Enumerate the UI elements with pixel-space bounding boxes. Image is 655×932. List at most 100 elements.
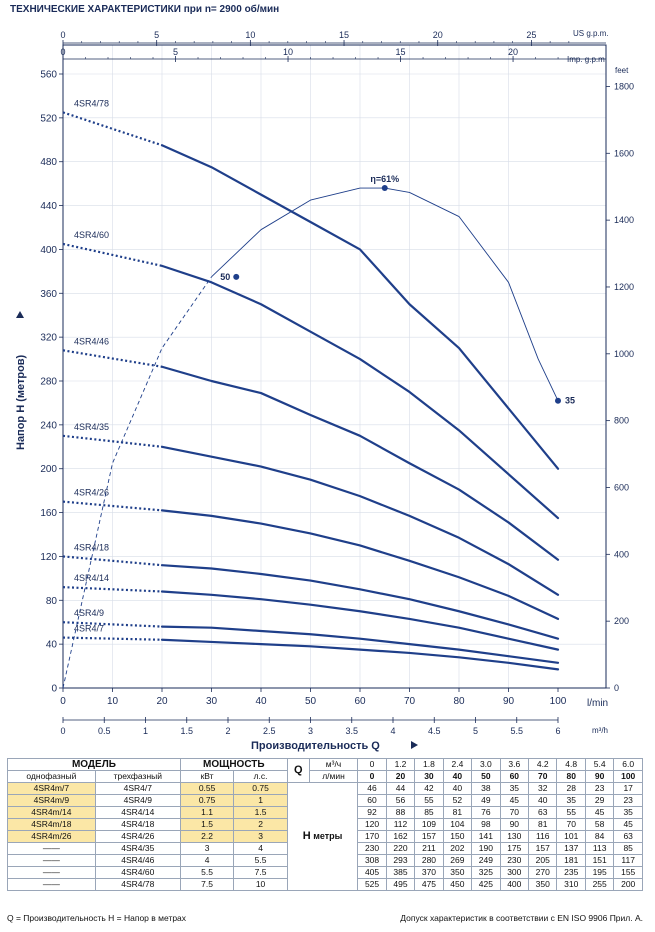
q-m3h-value: 2.4 [442, 758, 473, 771]
head-value: 235 [556, 866, 586, 879]
table-row: 4SR4m/14 4SR4/14 1.1 1.5 92 88 85 81 76 70 63 55 45 3… [7, 806, 643, 819]
q-lmin-value: 80 [556, 770, 586, 783]
head-value: 130 [499, 830, 530, 843]
axes [59, 40, 610, 723]
efficiency-marker-35 [555, 397, 561, 404]
y-tick-label: 480 [40, 157, 57, 168]
head-value: 29 [584, 794, 615, 807]
m3h-tick-label: 1 [143, 726, 148, 736]
head-value: 76 [471, 806, 501, 819]
feet-tick-label: 0 [614, 683, 619, 693]
efficiency-line-dashed [62, 276, 212, 689]
series-dotted-4SR4/78 [62, 111, 163, 147]
head-value: 52 [442, 794, 473, 807]
head-value: 60 [357, 794, 387, 807]
grid [63, 45, 606, 688]
tick-labels: 0408012016020024028032036040044048052056… [40, 30, 634, 736]
feet-tick-label: 1200 [614, 282, 634, 292]
feet-tick-label: 1800 [614, 81, 634, 91]
usgpm-tick-label: 5 [154, 30, 159, 40]
head-value: 202 [442, 842, 473, 855]
head-value: 46 [357, 782, 387, 795]
x-axis-title: Производительность Q [251, 740, 380, 752]
q-m3h-value: 3.0 [471, 758, 501, 771]
single-phase-model: —— [7, 866, 96, 879]
footer-legend: Q = Производительность H = Напор в метра… [7, 913, 187, 923]
table-row: 4SR4m/7 4SR4/7 0.55 0.75 H метры 46 44 42 40 38 35… [7, 782, 643, 891]
impgpm-tick-label: 0 [60, 47, 65, 57]
three-phase-header: трехфазный [94, 770, 181, 783]
three-phase-model: 4SR4/14 [94, 806, 181, 819]
power-kw: 1.1 [179, 806, 235, 819]
head-value: 170 [357, 830, 387, 843]
series-label-4SR4/9: 4SR4/9 [74, 608, 104, 618]
q-lmin-value: 100 [613, 770, 643, 783]
head-value: 45 [613, 818, 643, 831]
q-m3h-value: 4.8 [556, 758, 586, 771]
head-value: 35 [556, 794, 586, 807]
head-value: 85 [613, 842, 643, 855]
x-tick-label: 90 [503, 696, 515, 707]
q-m3h-value: 3.6 [499, 758, 530, 771]
head-value: 55 [414, 794, 444, 807]
y-tick-label: 240 [40, 420, 57, 431]
series-line-4SR4/9 [160, 625, 560, 664]
y-tick-label: 320 [40, 333, 57, 344]
feet-tick-label: 800 [614, 416, 629, 426]
head-value: 150 [442, 830, 473, 843]
head-value: 44 [385, 782, 416, 795]
head-value: 400 [499, 878, 530, 891]
head-value: 269 [442, 854, 473, 867]
efficiency-line [211, 187, 559, 401]
head-value: 350 [528, 878, 558, 891]
head-value: 113 [584, 842, 615, 855]
feet-tick-label: 1400 [614, 215, 634, 225]
head-value: 104 [442, 818, 473, 831]
h-label: H [302, 830, 311, 842]
feet-tick-label: 400 [614, 549, 629, 559]
series-dotted-4SR4/60 [62, 242, 163, 267]
y-tick-label: 520 [40, 113, 57, 124]
head-value: 280 [414, 854, 444, 867]
head-value: 525 [357, 878, 387, 891]
efficiency-label-max: η=61% [370, 174, 399, 184]
head-value: 475 [414, 878, 444, 891]
head-value: 211 [414, 842, 444, 855]
power-hp: 4 [233, 842, 288, 855]
head-value: 205 [528, 854, 558, 867]
series-label-4SR4/60: 4SR4/60 [74, 230, 109, 240]
head-value: 162 [385, 830, 416, 843]
x-tick-label: 80 [453, 696, 465, 707]
power-kw: 7.5 [179, 878, 235, 891]
power-hp: 1.5 [233, 806, 288, 819]
series-dotted-4SR4/7 [62, 636, 163, 641]
q-m3h-value: 5.4 [584, 758, 615, 771]
x-tick-label: 100 [550, 696, 567, 707]
power-hp: 1 [233, 794, 288, 807]
m3h-unit-label: m³/h [592, 726, 608, 735]
x-tick-label: 10 [107, 696, 119, 707]
three-phase-model: 4SR4/78 [94, 878, 181, 891]
head-value: 23 [584, 782, 615, 795]
plot-frame [62, 44, 607, 689]
table-row: —— 4SR4/60 5.5 7.5 405 385 370 350 325 300 270 235 1… [7, 866, 643, 879]
head-value: 28 [556, 782, 586, 795]
h-meters-header: H метры [286, 782, 359, 891]
single-phase-model: —— [7, 842, 96, 855]
y-tick-label: 200 [40, 464, 57, 475]
x-tick-label: 60 [354, 696, 366, 707]
head-value: 40 [442, 782, 473, 795]
head-value: 220 [385, 842, 416, 855]
efficiency-curve: 50 η=61% 35 [62, 174, 575, 689]
impgpm-tick-label: 15 [396, 47, 406, 57]
three-phase-model: 4SR4/60 [94, 866, 181, 879]
head-value: 88 [385, 806, 416, 819]
x-tick-label: 30 [206, 696, 218, 707]
q-header-cell: Q [286, 758, 310, 783]
y-axis-title: Напор H (метров) [15, 354, 27, 450]
head-value: 495 [385, 878, 416, 891]
three-phase-model: 4SR4/9 [94, 794, 181, 807]
feet-tick-label: 200 [614, 616, 629, 626]
